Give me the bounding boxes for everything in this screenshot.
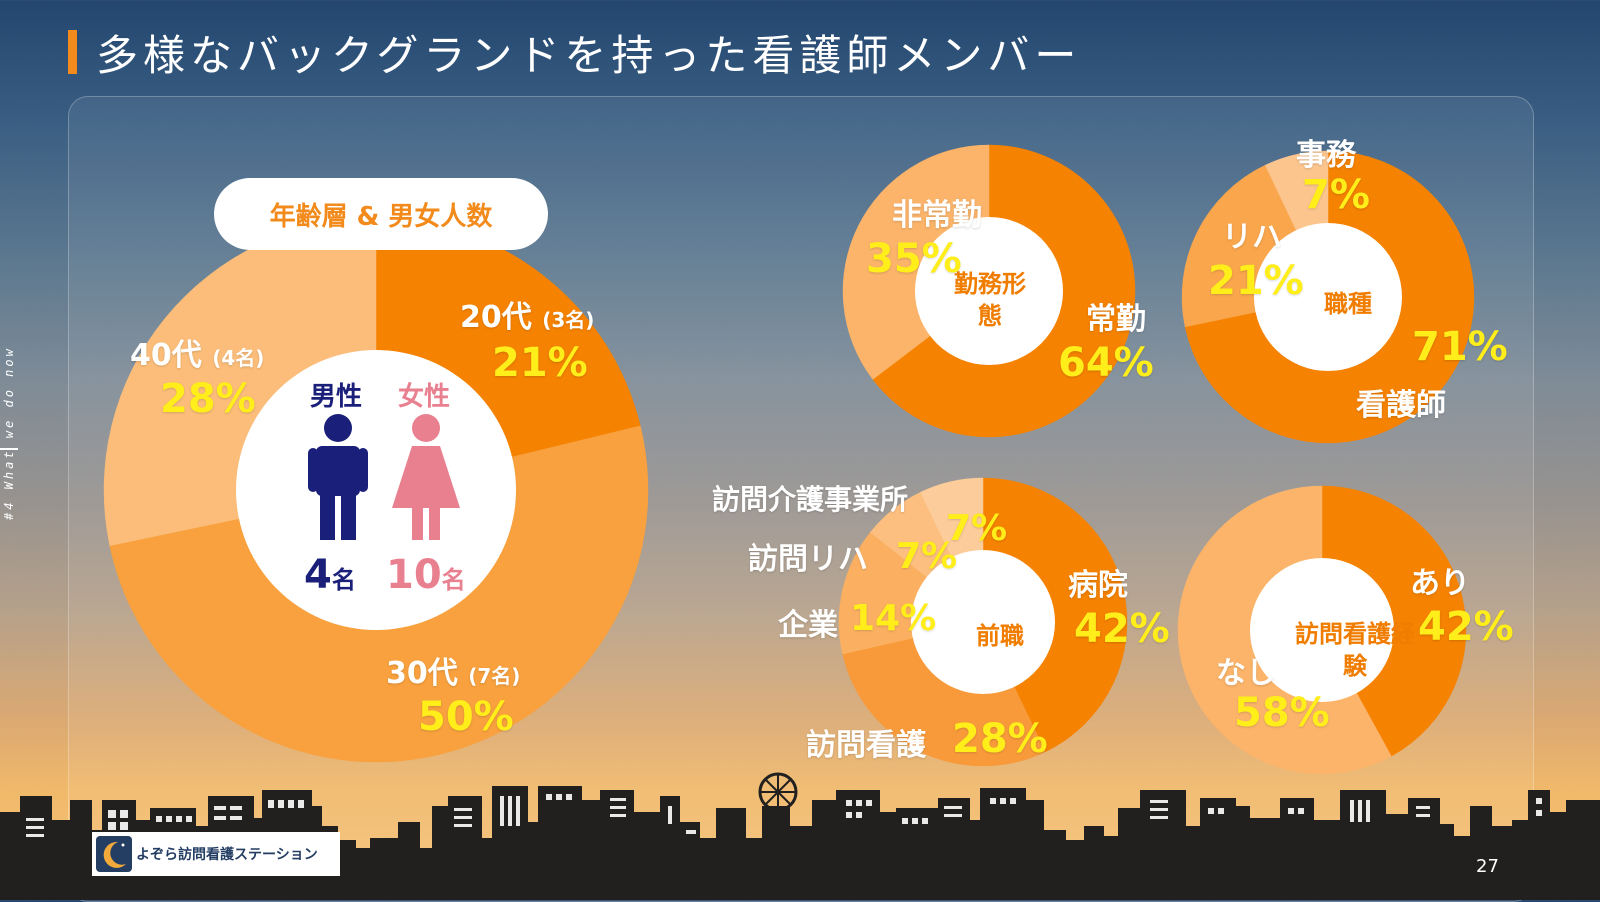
company-logo: よぞら訪問看護ステーション: [92, 832, 340, 876]
male-label: 男性: [310, 382, 363, 412]
experience-yes-label: あり: [1410, 566, 1470, 601]
previous-company-label: 企業: [778, 608, 838, 643]
experience-center-label: 訪問看護経験: [1295, 620, 1415, 680]
female-count-value: 10: [386, 552, 442, 598]
experience-center-hole: [1250, 558, 1394, 702]
employment-parttime-pct: 35%: [866, 236, 962, 282]
previous-company-pct: 14%: [850, 598, 937, 639]
male-icon: [308, 414, 368, 540]
age-20s-pct: 21%: [492, 340, 588, 386]
age-30s-pct: 50%: [418, 694, 514, 740]
job-rehab-pct: 21%: [1208, 258, 1304, 304]
company-name: よぞら訪問看護ステーション: [136, 847, 318, 863]
female-icon: [392, 414, 460, 540]
female-count: 10名: [386, 552, 466, 598]
employment-parttime-label: 非常勤: [892, 198, 982, 233]
moon-logo-icon: [96, 836, 132, 872]
age-40s-pct: 28%: [160, 376, 256, 422]
job-center-hole: [1254, 223, 1402, 371]
page-number: 27: [1476, 856, 1499, 877]
previous-center-label: 前職: [976, 622, 1024, 650]
age-20s-category: 20代: [460, 300, 532, 335]
previous-homecare-label: 訪問看護: [806, 728, 926, 763]
experience-no-pct: 58%: [1234, 690, 1330, 736]
previous-visitcare-label: 訪問介護事業所: [712, 483, 909, 516]
job-center-label: 職種: [1324, 290, 1372, 318]
job-office-label: 事務: [1296, 138, 1356, 173]
job-nurse-label: 看護師: [1356, 388, 1446, 423]
age-center-hole: [236, 350, 516, 630]
male-count-unit: 名: [331, 566, 356, 594]
age-40s-label: 40代 (4名): [130, 330, 264, 374]
experience-yes-pct: 42%: [1418, 604, 1514, 650]
male-count: 4名: [304, 552, 356, 598]
employment-fulltime-label: 常勤: [1086, 302, 1146, 337]
page-title: 多様なバックグランドを持った看護師メンバー: [96, 31, 1082, 80]
age-20s-note: (3名): [542, 308, 595, 332]
female-count-unit: 名: [441, 566, 466, 594]
previous-visitrehab-pct: 7%: [896, 536, 958, 577]
job-office-pct: 7%: [1302, 172, 1370, 218]
experience-no-label: なし: [1216, 656, 1276, 691]
employment-center-hole: [915, 217, 1063, 365]
employment-center-label: 勤務形態: [954, 270, 1026, 330]
age-30s-note: (7名): [468, 664, 521, 688]
age-gender-header: 年齢層 & 男女人数: [214, 178, 548, 250]
female-label: 女性: [398, 382, 451, 412]
previous-visitrehab-label: 訪問リハ: [748, 542, 868, 577]
previous-hospital-pct: 42%: [1074, 606, 1170, 652]
age-20s-label: 20代 (3名): [460, 292, 594, 336]
title-accent-bar: [68, 30, 77, 74]
age-40s-category: 40代: [130, 338, 202, 373]
job-nurse-pct: 71%: [1412, 324, 1508, 370]
previous-center-hole: [911, 550, 1055, 694]
previous-visitcare-pct: 7%: [946, 508, 1008, 549]
age-30s-category: 30代: [386, 656, 458, 691]
employment-fulltime-pct: 64%: [1058, 340, 1154, 386]
job-rehab-label: リハ: [1222, 220, 1282, 255]
side-tick: [0, 448, 18, 450]
previous-homecare-pct: 28%: [952, 716, 1048, 762]
age-40s-note: (4名): [212, 346, 265, 370]
age-30s-label: 30代 (7名): [386, 648, 520, 692]
previous-hospital-label: 病院: [1068, 568, 1128, 603]
employment-slice-1: [842, 144, 990, 380]
male-count-value: 4: [304, 552, 332, 598]
